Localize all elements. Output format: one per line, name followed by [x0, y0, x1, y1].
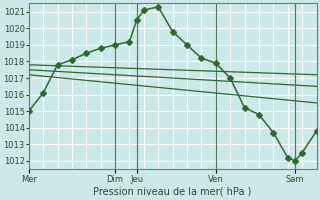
X-axis label: Pression niveau de la mer( hPa ): Pression niveau de la mer( hPa ) — [93, 187, 252, 197]
